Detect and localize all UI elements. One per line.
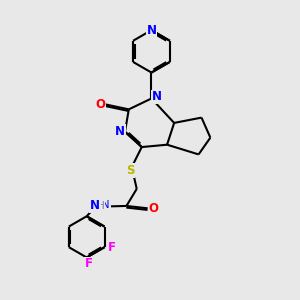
Text: H: H <box>97 201 105 211</box>
Text: N: N <box>115 125 125 138</box>
Text: N: N <box>90 200 100 212</box>
Text: N: N <box>152 91 162 103</box>
Text: O: O <box>95 98 105 111</box>
Text: N: N <box>146 24 157 37</box>
Text: F: F <box>85 257 93 271</box>
Text: S: S <box>126 164 134 177</box>
Text: O: O <box>148 202 158 215</box>
Text: HN: HN <box>94 200 110 210</box>
Text: F: F <box>108 241 116 254</box>
